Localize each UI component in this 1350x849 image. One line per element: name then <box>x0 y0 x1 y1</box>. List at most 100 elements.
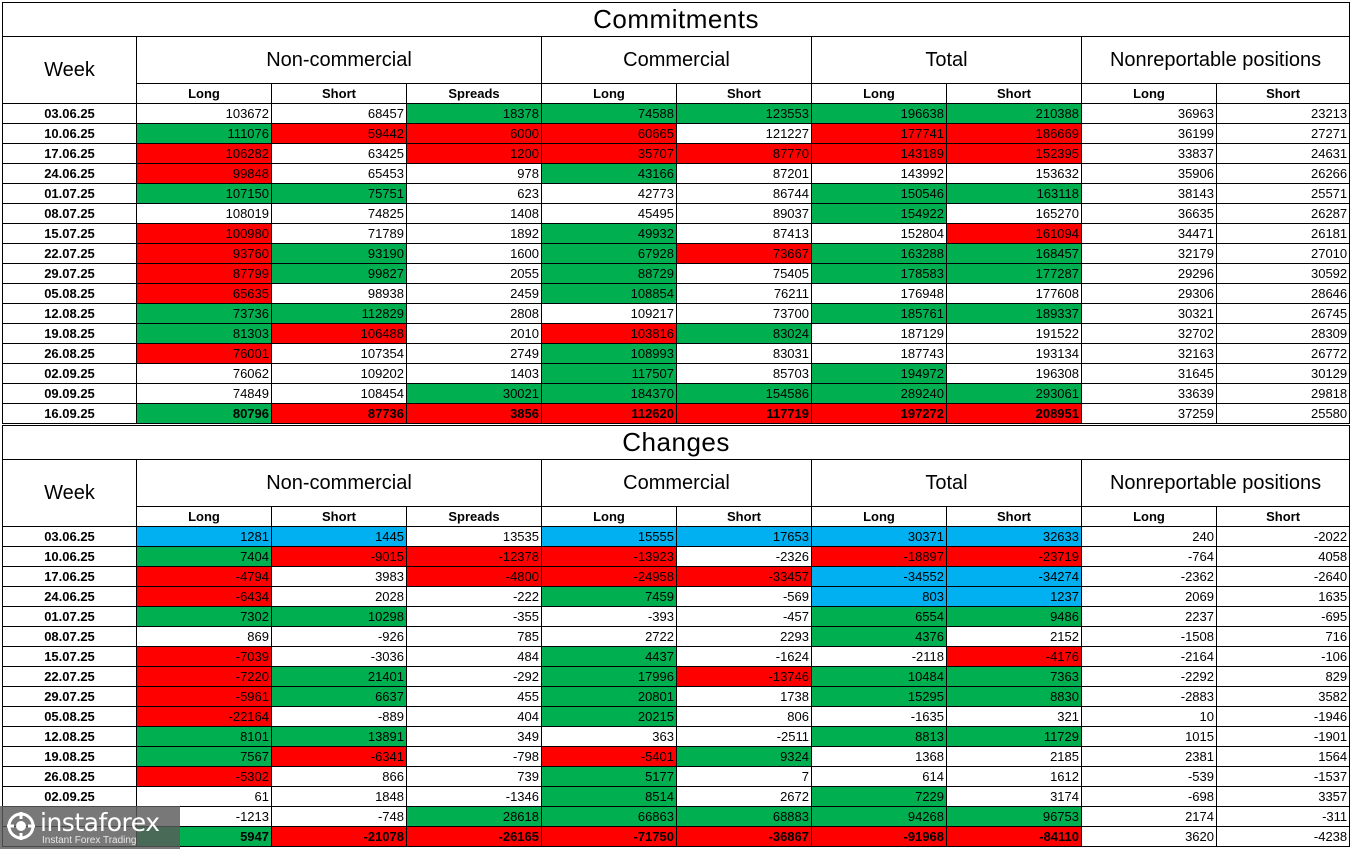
value-cell: -1346 <box>406 786 542 807</box>
table-row: 05.08.25 -22164 -889 404 20215 806 -1635 321 10-… <box>2 706 1350 727</box>
value-cell: 75751 <box>271 183 407 204</box>
week-cell: 01.07.25 <box>2 183 137 204</box>
value-cell: 112620 <box>541 403 677 424</box>
group-header-commercial: Commercial <box>541 36 812 84</box>
value-cell: -6341 <box>271 746 407 767</box>
value-cell: 35707 <box>541 143 677 164</box>
value-cell: -13923 <box>541 546 677 567</box>
value-cell: 614 <box>811 766 947 787</box>
value-cell: 177741 <box>811 123 947 144</box>
value-cell: 978 <box>406 163 542 184</box>
value-cell: 87799 <box>136 263 272 284</box>
value-cell: 21401 <box>271 666 407 687</box>
value-cell: 108854 <box>541 283 677 304</box>
table-row: 19.08.25 7567 -6341 -798 -5401 9324 1368 2185 23… <box>2 746 1350 767</box>
value-cell: 455 <box>406 686 542 707</box>
week-cell: 17.06.25 <box>2 143 137 164</box>
table-row: 12.08.25 8101 13891 349 363 -2511 8813 11729 101… <box>2 726 1350 747</box>
value-cell: 2055 <box>406 263 542 284</box>
week-cell: 10.06.25 <box>2 123 137 144</box>
watermark-tagline: Instant Forex Trading <box>42 835 137 846</box>
table-row: 02.09.25 76062 109202 1403 117507 85703 194972… <box>2 363 1350 384</box>
value-cell: 1612 <box>946 766 1082 787</box>
value-cell: 98938 <box>271 283 407 304</box>
value-cell: 112829 <box>271 303 407 324</box>
value-cell: 67928 <box>541 243 677 264</box>
value-cell: 36963 <box>1081 103 1217 124</box>
week-cell: 08.07.25 <box>2 203 137 224</box>
value-cell: 2722 <box>541 626 677 647</box>
value-cell: -34552 <box>811 566 947 587</box>
value-cell: 1237 <box>946 586 1082 607</box>
value-cell: 739 <box>406 766 542 787</box>
value-cell: 117507 <box>541 363 677 384</box>
group-header-total: Total <box>811 459 1082 507</box>
value-cell: 13891 <box>271 726 407 747</box>
value-cell: 1564 <box>1215 746 1350 767</box>
value-cell: 7567 <box>136 746 272 767</box>
week-cell: 10.06.25 <box>2 546 137 567</box>
value-cell: 143189 <box>811 143 947 164</box>
value-cell: 7 <box>676 766 812 787</box>
value-cell: 45495 <box>541 203 677 224</box>
value-cell: 185761 <box>811 303 947 324</box>
value-cell: 321 <box>946 706 1082 727</box>
group-header-commercial: Commercial <box>541 459 812 507</box>
value-cell: 20215 <box>541 706 677 727</box>
week-cell: 24.06.25 <box>2 163 137 184</box>
changes-body: 03.06.25 1281 1445 13535 15555 17653 30371 3263… <box>2 526 1350 847</box>
value-cell: 59442 <box>271 123 407 144</box>
value-cell: 96753 <box>946 806 1082 827</box>
value-cell: 187743 <box>811 343 947 364</box>
value-cell: 1281 <box>136 526 272 547</box>
value-cell: 87201 <box>676 163 812 184</box>
value-cell: 152804 <box>811 223 947 244</box>
value-cell: -1901 <box>1215 726 1350 747</box>
value-cell: 30371 <box>811 526 947 547</box>
column-subheader: Short <box>946 506 1082 527</box>
table-row: 12.08.25 73736 112829 2808 109217 73700 185761… <box>2 303 1350 324</box>
table-row: 09.09.25 74849 108454 30021 184370 154586 2892… <box>2 383 1350 404</box>
value-cell: 74825 <box>271 203 407 224</box>
value-cell: 42773 <box>541 183 677 204</box>
value-cell: 8514 <box>541 786 677 807</box>
value-cell: 36635 <box>1081 203 1217 224</box>
value-cell: 2381 <box>1081 746 1217 767</box>
value-cell: 2749 <box>406 343 542 364</box>
instaforex-logo-icon <box>7 812 35 840</box>
week-cell: 29.07.25 <box>2 686 137 707</box>
value-cell: 866 <box>271 766 407 787</box>
value-cell: 3174 <box>946 786 1082 807</box>
value-cell: 107354 <box>271 343 407 364</box>
value-cell: 25580 <box>1215 403 1350 424</box>
table-row: 24.06.25 99848 65453 978 43166 87201 143992 153… <box>2 163 1350 184</box>
week-cell: 16.09.25 <box>2 403 137 424</box>
value-cell: 176948 <box>811 283 947 304</box>
value-cell: 3582 <box>1215 686 1350 707</box>
value-cell: 15295 <box>811 686 947 707</box>
table-row: 24.06.25 -6434 2028 -222 7459 -569 803 1237 2069… <box>2 586 1350 607</box>
value-cell: 293061 <box>946 383 1082 404</box>
value-cell: 143992 <box>811 163 947 184</box>
value-cell: -2511 <box>676 726 812 747</box>
value-cell: 76211 <box>676 283 812 304</box>
value-cell: 83024 <box>676 323 812 344</box>
value-cell: -1946 <box>1215 706 1350 727</box>
value-cell: 2010 <box>406 323 542 344</box>
value-cell: 32702 <box>1081 323 1217 344</box>
column-subheader: Short <box>676 83 812 104</box>
column-subheader: Long <box>1081 506 1217 527</box>
value-cell: 30129 <box>1215 363 1350 384</box>
value-cell: 17653 <box>676 526 812 547</box>
value-cell: 26266 <box>1215 163 1350 184</box>
value-cell: 6000 <box>406 123 542 144</box>
value-cell: 194972 <box>811 363 947 384</box>
value-cell: 28618 <box>406 806 542 827</box>
value-cell: 2185 <box>946 746 1082 767</box>
value-cell: -2326 <box>676 546 812 567</box>
week-cell: 09.09.25 <box>2 383 137 404</box>
value-cell: -36867 <box>676 826 812 847</box>
value-cell: 193134 <box>946 343 1082 364</box>
value-cell: -18897 <box>811 546 947 567</box>
value-cell: -311 <box>1215 806 1350 827</box>
